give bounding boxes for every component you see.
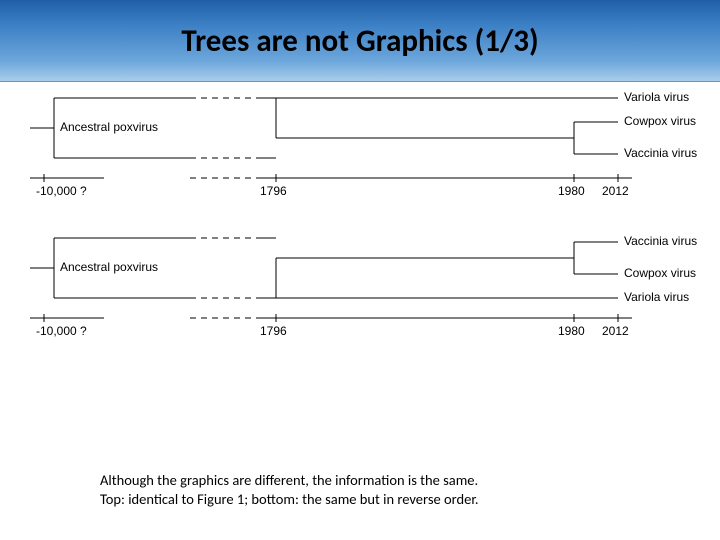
bottom-axis-tick-0: -10,000 ?	[36, 324, 87, 338]
bottom-axis-tick-1: 1796	[260, 324, 287, 338]
top-axis-tick-2: 1980	[558, 184, 585, 198]
top-axis-tick-1: 1796	[260, 184, 287, 198]
bottom-axis-tick-2: 1980	[558, 324, 585, 338]
bottom-root-label: Ancestral poxvirus	[60, 260, 158, 274]
top-axis-tick-3: 2012	[602, 184, 629, 198]
slide-title: Trees are not Graphics (1/3)	[181, 22, 538, 60]
top-root-label: Ancestral poxvirus	[60, 120, 158, 134]
top-leaf-1: Cowpox virus	[624, 114, 696, 128]
bottom-leaf-2: Variola virus	[624, 290, 689, 304]
title-bar: Trees are not Graphics (1/3)	[0, 0, 720, 82]
caption-line-1: Although the graphics are different, the…	[100, 471, 479, 491]
top-leaf-0: Variola virus	[624, 90, 689, 104]
bottom-leaf-0: Vaccinia virus	[624, 234, 697, 248]
trees-diagram: Ancestral poxvirus Variola virus Cowpox vi…	[0, 90, 720, 450]
top-axis-tick-0: -10,000 ?	[36, 184, 87, 198]
caption: Although the graphics are different, the…	[100, 471, 479, 510]
bottom-leaf-1: Cowpox virus	[624, 266, 696, 280]
bottom-axis-tick-3: 2012	[602, 324, 629, 338]
caption-line-2: Top: identical to Figure 1; bottom: the …	[100, 490, 479, 510]
top-leaf-2: Vaccinia virus	[624, 146, 697, 160]
